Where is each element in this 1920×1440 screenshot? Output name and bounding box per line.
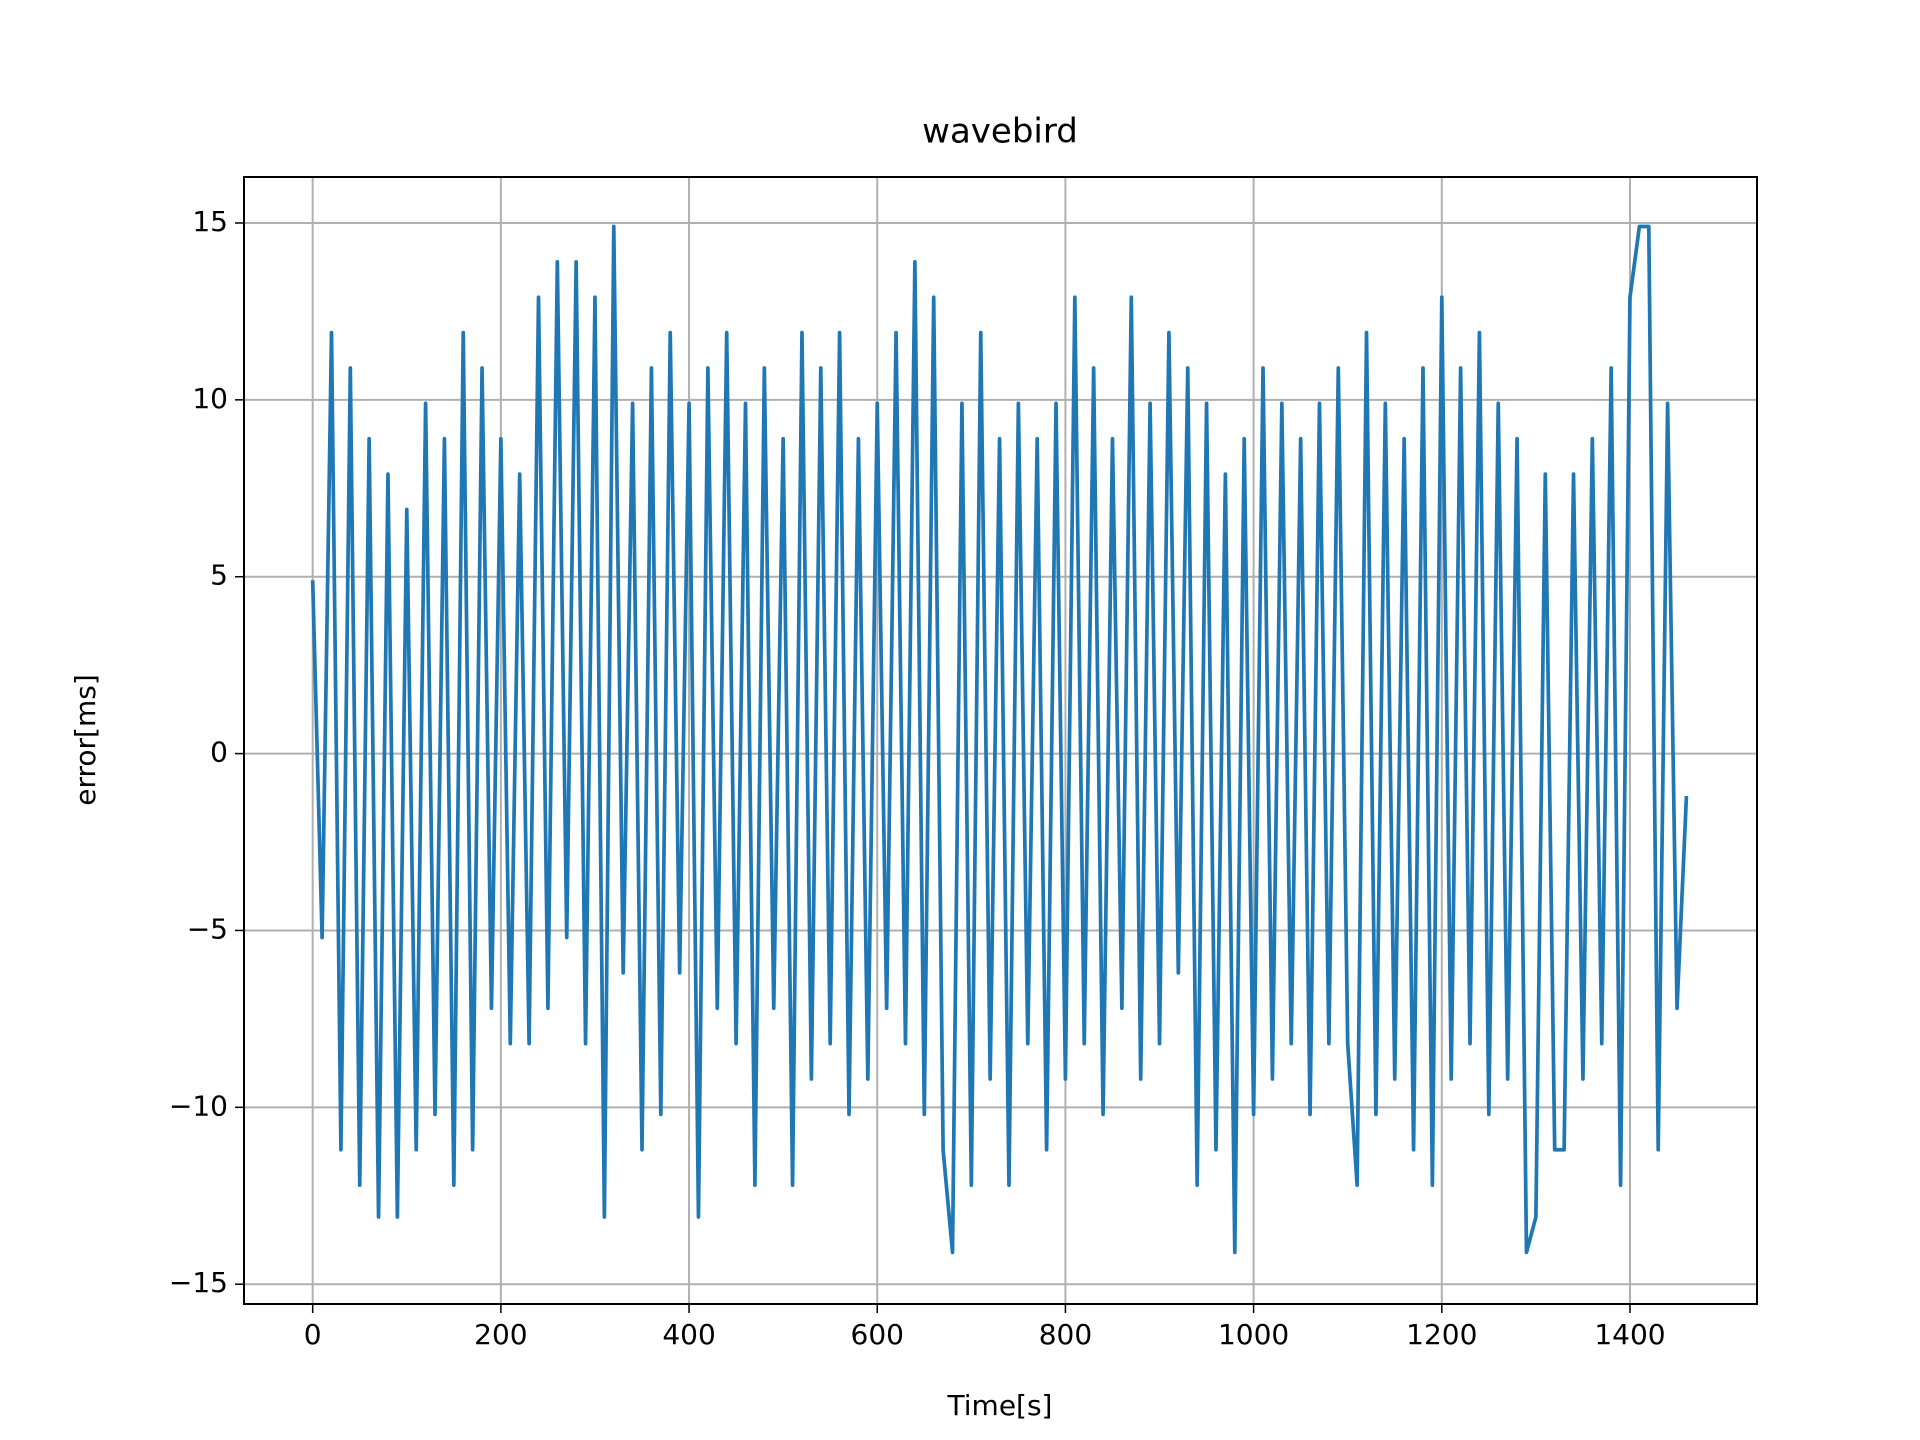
y-axis-label: error[ms] [69,674,102,806]
y-tick-label: −10 [169,1089,228,1122]
y-tick-label: 0 [210,736,228,769]
x-tick-label: 800 [1039,1318,1092,1351]
chart-title: wavebird [922,112,1078,152]
plot-frame [243,176,1758,1305]
x-tick-label: 1200 [1406,1318,1477,1351]
x-tick-label: 200 [474,1318,527,1351]
x-axis-label: Time[s] [947,1389,1053,1422]
y-tick-label: −5 [187,912,228,945]
x-tick-label: 1400 [1594,1318,1665,1351]
data-line [310,224,1689,1255]
x-tick-label: 1000 [1218,1318,1289,1351]
x-tick-label: 0 [304,1318,322,1351]
x-tick-label: 600 [851,1318,904,1351]
y-tick-label: 15 [192,205,228,238]
y-tick-label: 5 [210,559,228,592]
x-tick-label: 400 [662,1318,715,1351]
y-tick-label: 10 [192,382,228,415]
y-tick-label: −15 [169,1266,228,1299]
